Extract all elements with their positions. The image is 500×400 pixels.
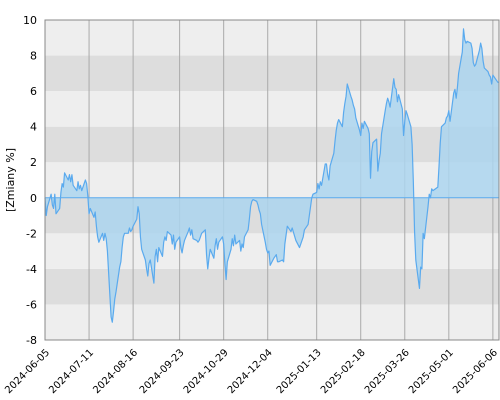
grid-band bbox=[45, 55, 499, 92]
x-tick-label: 2025-01-13 bbox=[275, 347, 324, 396]
x-tick-label: 2024-06-05 bbox=[3, 347, 52, 396]
y-axis-title: [Zmiany %] bbox=[4, 148, 17, 212]
x-tick-label: 2025-02-18 bbox=[319, 347, 368, 396]
x-axis-ticks: 2024-06-052024-07-112024-08-162024-09-23… bbox=[3, 347, 500, 396]
series-line bbox=[44, 28, 499, 323]
x-tick-label: 2025-03-26 bbox=[363, 347, 412, 396]
y-tick-label: 8 bbox=[30, 50, 37, 63]
grid-band bbox=[45, 162, 499, 198]
grid-band bbox=[45, 20, 499, 56]
x-tick-label: 2024-09-23 bbox=[138, 347, 187, 396]
y-tick-label: -8 bbox=[26, 334, 37, 347]
grid-band bbox=[45, 91, 499, 127]
y-tick-label: 4 bbox=[30, 121, 37, 134]
y-tick-label: -4 bbox=[26, 263, 37, 276]
plot-frame bbox=[44, 19, 500, 341]
y-tick-label: -6 bbox=[26, 298, 37, 311]
grid-band bbox=[45, 304, 499, 340]
grid-band bbox=[45, 268, 499, 305]
x-tick-label: 2024-12-04 bbox=[226, 347, 275, 396]
y-tick-label: 6 bbox=[30, 85, 37, 98]
grid-band bbox=[45, 126, 499, 163]
y-tick-label: 2 bbox=[30, 156, 37, 169]
y-axis-ticks: 10 8 6 4 2 0 -2 -4 -6 -8 bbox=[23, 14, 37, 347]
x-tick-label: 2024-10-29 bbox=[182, 347, 231, 396]
y-tick-label: -2 bbox=[26, 227, 37, 240]
x-tick-label: 2024-07-11 bbox=[47, 347, 96, 396]
y-tick-label: 0 bbox=[30, 192, 37, 205]
x-tick-label: 2025-05-01 bbox=[407, 347, 456, 396]
y-tick-label: 10 bbox=[23, 14, 37, 27]
x-tick-label: 2025-06-06 bbox=[451, 347, 500, 396]
x-tick-label: 2024-08-16 bbox=[91, 347, 140, 396]
